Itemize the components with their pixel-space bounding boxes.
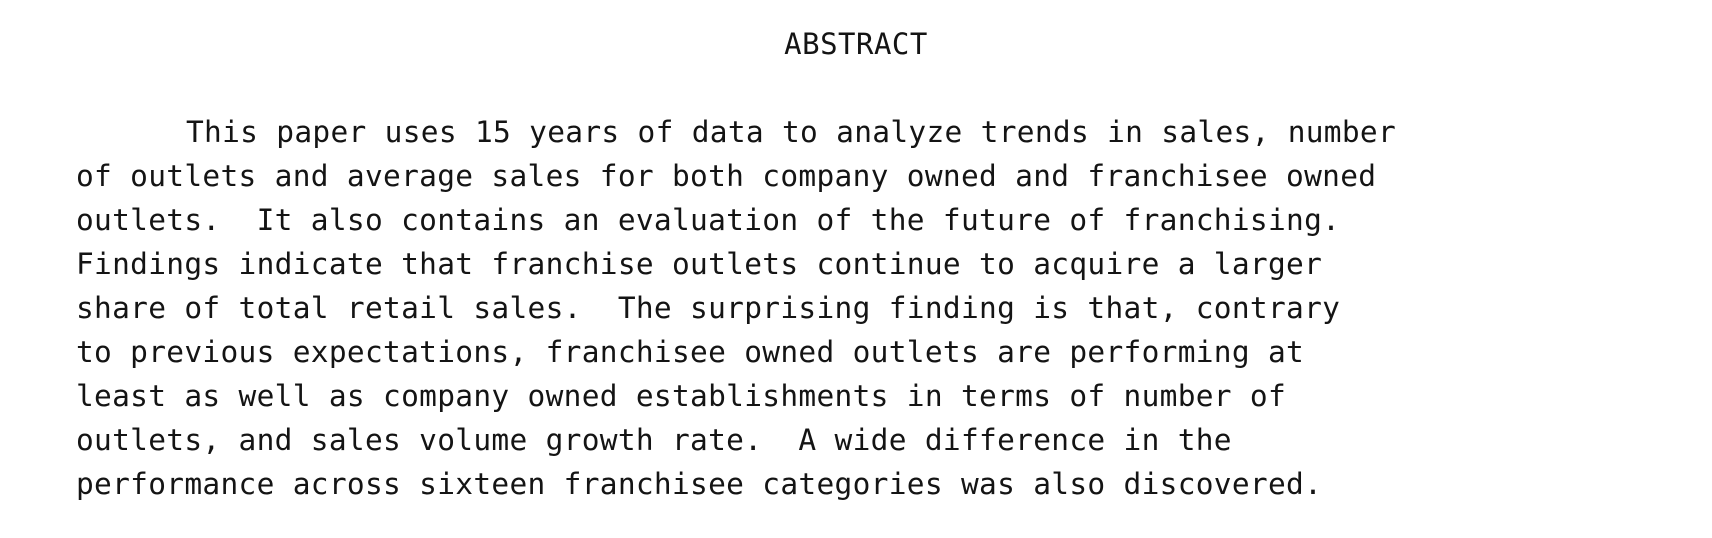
abstract-line: performance across sixteen franchisee ca… xyxy=(76,467,1323,501)
abstract-line: share of total retail sales. The surpris… xyxy=(76,291,1341,325)
abstract-line: to previous expectations, franchisee own… xyxy=(76,335,1305,369)
abstract-heading: ABSTRACT xyxy=(784,27,928,61)
abstract-line: Findings indicate that franchise outlets… xyxy=(76,247,1323,281)
abstract-line: least as well as company owned establish… xyxy=(76,379,1287,413)
abstract-line: of outlets and average sales for both co… xyxy=(76,159,1377,193)
abstract-body: This paper uses 15 years of data to anal… xyxy=(76,110,1676,506)
abstract-line: This paper uses 15 years of data to anal… xyxy=(186,115,1397,149)
abstract-line: outlets. It also contains an evaluation … xyxy=(76,203,1341,237)
abstract-line: outlets, and sales volume growth rate. A… xyxy=(76,423,1232,457)
